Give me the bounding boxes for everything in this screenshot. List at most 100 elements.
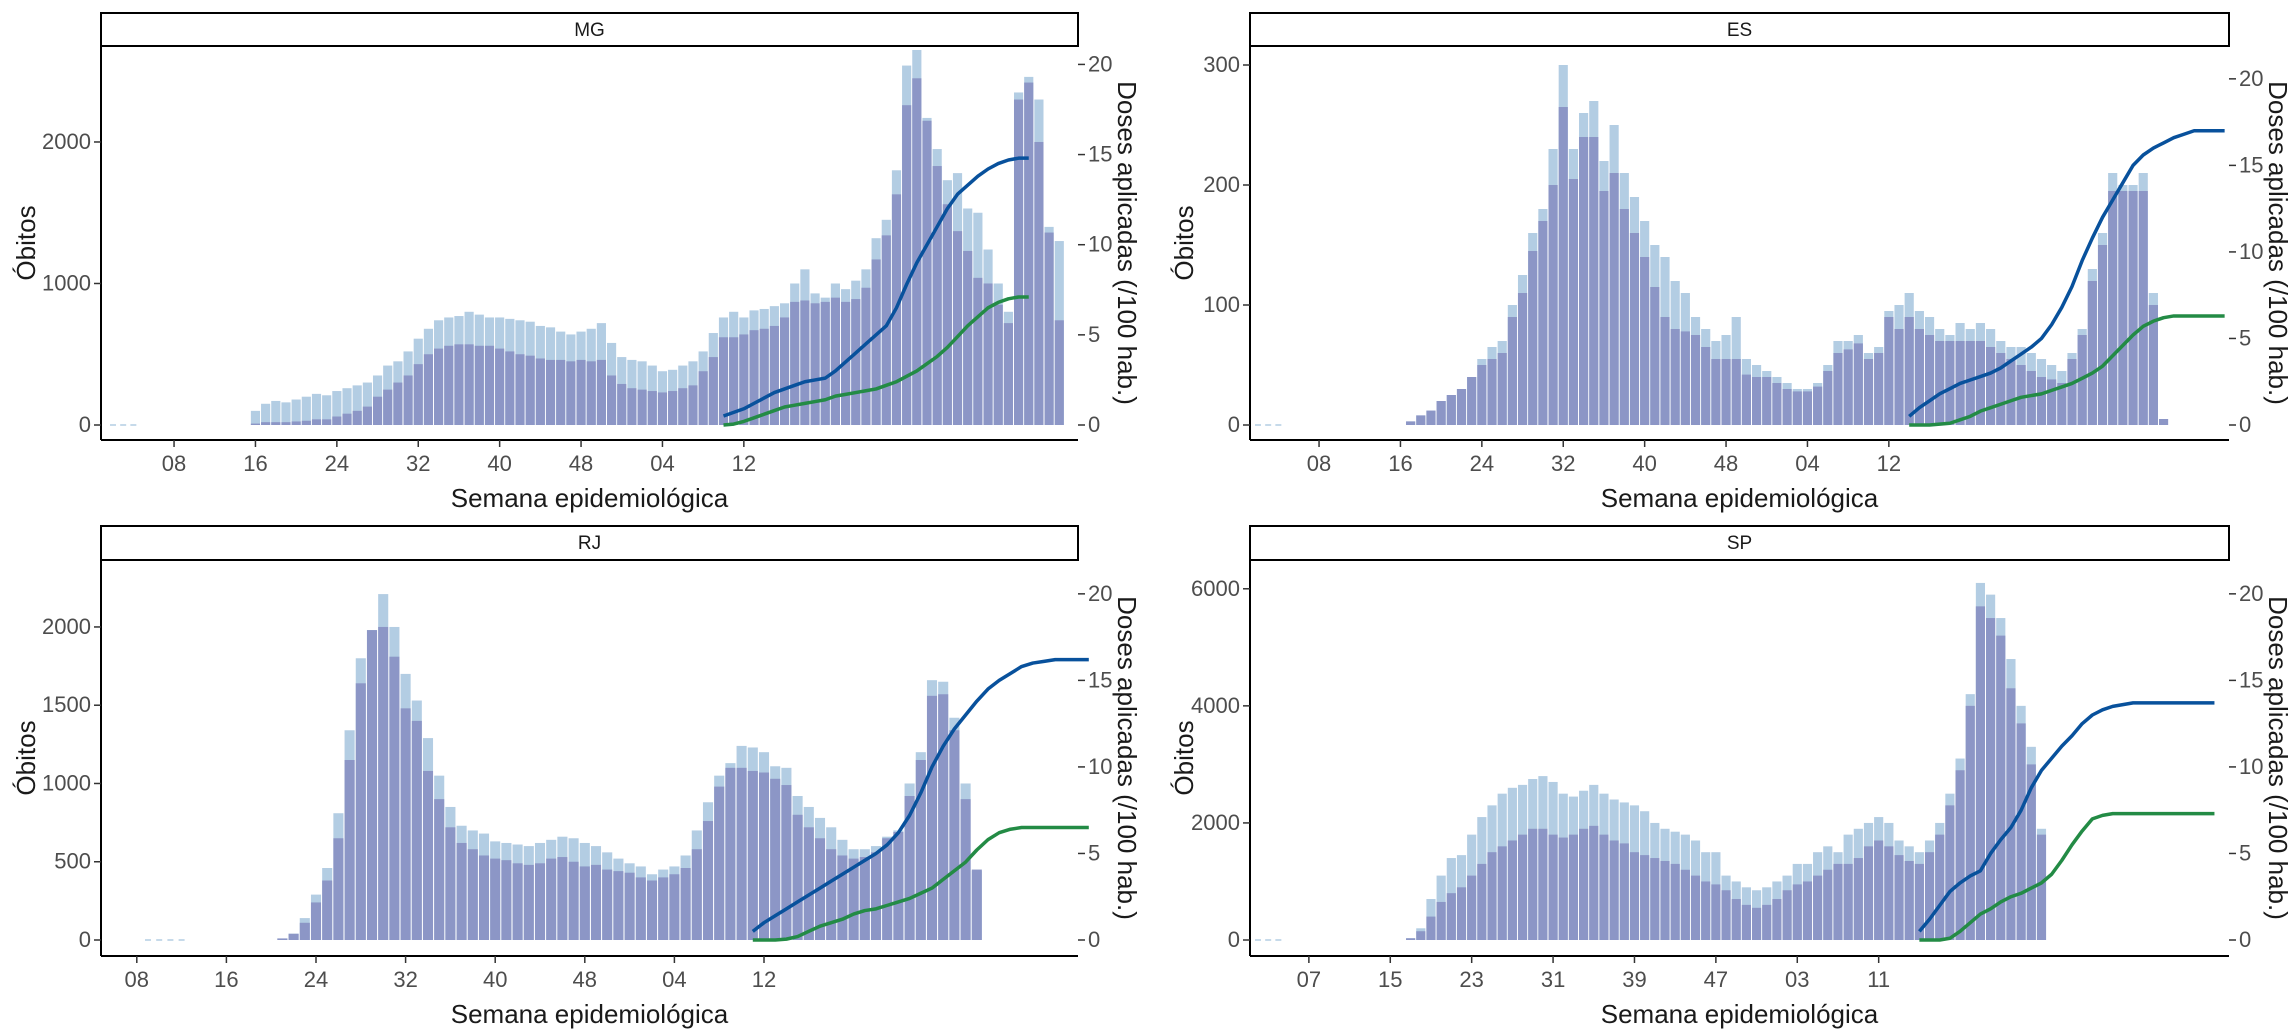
- bar-confirmed: [1884, 846, 1894, 940]
- strip-box: [100, 525, 1079, 561]
- x-tick-label: 08: [1307, 451, 1331, 476]
- bar-confirmed: [596, 359, 606, 425]
- bar-confirmed: [680, 868, 691, 940]
- bar-confirmed: [1538, 221, 1548, 425]
- bar-confirmed: [1965, 705, 1975, 940]
- bar-confirmed: [1517, 293, 1528, 425]
- bar-confirmed: [932, 166, 942, 426]
- bar-confirmed: [2036, 377, 2047, 425]
- bar-confirmed: [1772, 383, 1782, 425]
- bar-confirmed: [1935, 341, 1945, 425]
- bar-confirmed: [613, 871, 624, 940]
- bar-confirmed: [1507, 840, 1517, 940]
- bar-confirmed: [691, 849, 702, 940]
- x-tick-label: 24: [304, 967, 328, 992]
- bar-confirmed: [322, 419, 332, 425]
- bar-confirmed: [942, 204, 952, 425]
- dose2-line: [723, 295, 1029, 427]
- bar-confirmed: [352, 410, 362, 425]
- bar-confirmed: [893, 832, 904, 940]
- strip-label: ES: [1727, 20, 1752, 41]
- bar-confirmed: [669, 874, 680, 940]
- bar-confirmed: [698, 371, 708, 425]
- bar-confirmed: [915, 760, 926, 940]
- bar-confirmed: [1660, 860, 1670, 940]
- bar-confirmed: [1619, 843, 1629, 940]
- bar-confirmed: [922, 120, 932, 426]
- bar-confirmed: [2016, 365, 2026, 425]
- y-tick-label: 2000: [42, 129, 91, 154]
- bar-confirmed: [1054, 320, 1064, 425]
- y2-tick-label: 20: [2239, 581, 2263, 606]
- bar-confirmed: [501, 860, 512, 940]
- x-tick-label: 32: [393, 967, 417, 992]
- bar-confirmed: [1579, 828, 1589, 940]
- y2-axis-title: Doses aplicadas (/100 hab.): [1112, 81, 1142, 405]
- x-tick-label: 47: [1704, 967, 1728, 992]
- bar-confirmed: [714, 786, 725, 940]
- bar-total: [322, 395, 332, 425]
- bar-confirmed: [1670, 863, 1680, 940]
- bar-confirmed: [902, 105, 912, 425]
- bar-confirmed: [1975, 341, 1986, 425]
- bar-confirmed: [758, 772, 770, 940]
- bar-confirmed: [1446, 893, 1456, 940]
- bar-confirmed: [938, 694, 949, 940]
- y-tick-label: 1000: [42, 770, 91, 795]
- x-tick-label: 04: [1795, 451, 1819, 476]
- y2-tick-label: 10: [1088, 754, 1112, 779]
- dose1-line: [751, 657, 1089, 933]
- bar-confirmed: [1599, 191, 1609, 425]
- bar-confirmed: [606, 375, 617, 425]
- y-tick-label: 2000: [42, 614, 91, 639]
- bar-confirmed: [474, 345, 484, 425]
- y-tick-label: 1000: [42, 270, 91, 295]
- bar-confirmed: [1589, 825, 1599, 940]
- bar-confirmed: [1629, 233, 1640, 425]
- bar-confirmed: [2026, 371, 2036, 425]
- bar-confirmed: [973, 277, 983, 425]
- bar-confirmed: [366, 630, 378, 940]
- bar-confirmed: [411, 720, 422, 940]
- bar-confirmed: [1884, 317, 1894, 425]
- bar-total: [362, 382, 372, 425]
- bar-confirmed: [2108, 191, 2118, 425]
- y-tick-label: 6000: [1191, 576, 1240, 601]
- bar-total: [271, 400, 281, 425]
- x-tick-label: 31: [1541, 967, 1565, 992]
- bar-confirmed: [1935, 834, 1945, 940]
- bar-confirmed: [484, 345, 495, 425]
- bar-confirmed: [1762, 904, 1772, 940]
- bar-confirmed: [1558, 837, 1568, 940]
- x-tick-label: 08: [162, 451, 186, 476]
- bar-confirmed: [1823, 869, 1833, 940]
- x-tick-label: 04: [650, 451, 674, 476]
- bar-confirmed: [2118, 191, 2128, 425]
- bar-confirmed: [2138, 191, 2148, 425]
- bar-confirmed: [1924, 335, 1935, 425]
- bar-confirmed: [624, 872, 635, 940]
- bar-confirmed: [1955, 770, 1965, 940]
- bar-confirmed: [658, 877, 669, 940]
- y2-axis-title: Doses aplicadas (/100 hab.): [2263, 81, 2288, 405]
- y-tick-label: 0: [1228, 927, 1240, 952]
- bar-confirmed: [1487, 852, 1497, 940]
- bar-confirmed: [1772, 899, 1782, 940]
- x-tick-label: 39: [1622, 967, 1646, 992]
- bar-confirmed: [837, 855, 848, 940]
- bar-confirmed: [250, 423, 261, 425]
- bar-confirmed: [971, 869, 982, 940]
- bar-confirmed: [288, 933, 299, 940]
- bar-confirmed: [322, 880, 333, 940]
- bar-confirmed: [1701, 881, 1711, 940]
- bar-confirmed: [545, 359, 556, 425]
- y2-axis-title: Doses aplicadas (/100 hab.): [1112, 596, 1142, 920]
- bar-confirmed: [355, 683, 366, 940]
- bar-confirmed: [870, 852, 882, 940]
- y2-tick-label: 20: [2239, 66, 2263, 91]
- bar-confirmed: [657, 392, 668, 425]
- bar-confirmed: [342, 413, 352, 425]
- bar-confirmed: [678, 388, 688, 425]
- bar-confirmed: [1456, 389, 1467, 425]
